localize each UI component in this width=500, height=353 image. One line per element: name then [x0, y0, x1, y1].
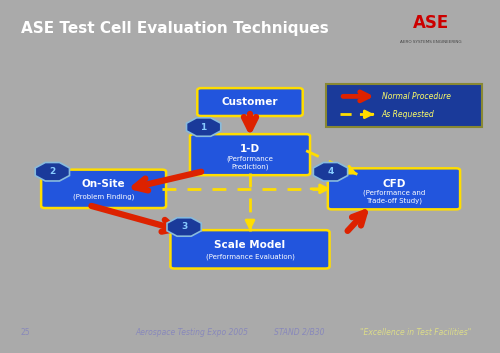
Text: Normal Procedure: Normal Procedure — [382, 92, 451, 101]
Text: As Requested: As Requested — [382, 110, 434, 119]
Polygon shape — [35, 162, 70, 181]
FancyBboxPatch shape — [41, 170, 166, 208]
FancyBboxPatch shape — [326, 84, 482, 127]
Text: "Excellence in Test Facilities": "Excellence in Test Facilities" — [360, 328, 472, 337]
FancyBboxPatch shape — [190, 134, 310, 175]
Text: 2: 2 — [49, 167, 56, 176]
Text: AERO SYSTEMS ENGINEERING: AERO SYSTEMS ENGINEERING — [400, 40, 462, 44]
Text: STAND 2/B30: STAND 2/B30 — [274, 328, 324, 337]
Text: 1-D: 1-D — [240, 144, 260, 155]
Text: CFD: CFD — [382, 179, 406, 189]
Text: Customer: Customer — [222, 97, 278, 107]
Polygon shape — [167, 218, 202, 236]
Text: (Performance and
Trade-off Study): (Performance and Trade-off Study) — [363, 190, 425, 204]
Text: 3: 3 — [181, 222, 187, 232]
FancyBboxPatch shape — [328, 168, 460, 209]
FancyBboxPatch shape — [170, 230, 330, 269]
Polygon shape — [186, 118, 221, 136]
Text: (Performance
Prediction): (Performance Prediction) — [226, 155, 274, 170]
Text: Scale Model: Scale Model — [214, 240, 286, 250]
Text: ASE Test Cell Evaluation Techniques: ASE Test Cell Evaluation Techniques — [20, 21, 328, 36]
Text: ASE: ASE — [412, 14, 449, 32]
Polygon shape — [314, 162, 348, 181]
Text: On-Site: On-Site — [82, 179, 126, 189]
Text: Aerospace Testing Expo 2005: Aerospace Testing Expo 2005 — [135, 328, 248, 337]
FancyBboxPatch shape — [198, 88, 302, 116]
Text: (Problem Finding): (Problem Finding) — [73, 193, 134, 199]
Text: 25: 25 — [20, 328, 30, 337]
Text: (Performance Evaluation): (Performance Evaluation) — [206, 253, 294, 260]
Text: 4: 4 — [328, 167, 334, 176]
Text: 1: 1 — [200, 122, 207, 132]
